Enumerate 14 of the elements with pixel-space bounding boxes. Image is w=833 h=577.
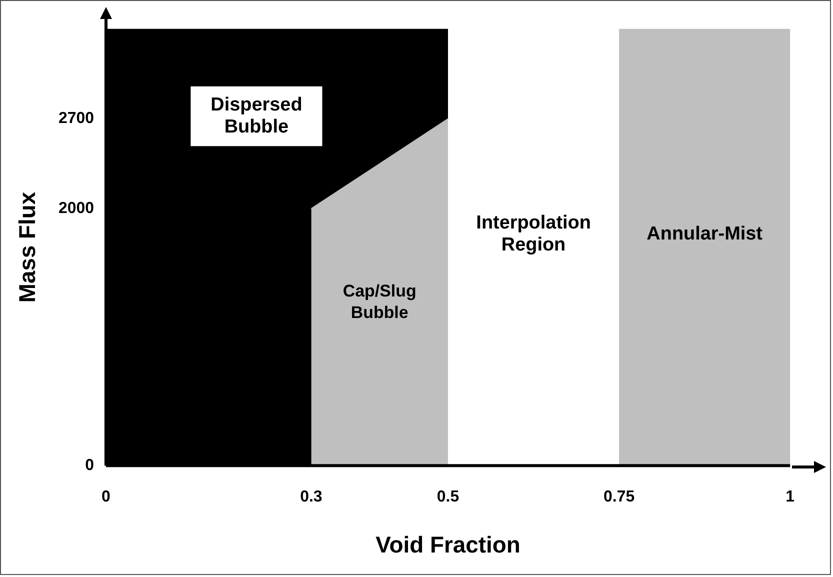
y-axis-title: Mass Flux <box>14 192 40 303</box>
y-tick-label: 2000 <box>58 200 94 218</box>
x-tick-label: 0 <box>102 488 111 506</box>
series-label: Dispersed Bubble <box>210 94 302 138</box>
series-label: Cap/Slug Bubble <box>342 281 416 322</box>
y-tick-label: 2700 <box>58 110 94 128</box>
x-axis-title: Void Fraction <box>376 532 520 558</box>
annotation: Interpolation Region <box>476 212 591 256</box>
x-tick-label: 0.5 <box>436 488 460 506</box>
x-tick-label: 1 <box>786 488 795 506</box>
x-tick-label: 0.3 <box>300 488 322 506</box>
x-tick-label: 0.75 <box>604 488 635 506</box>
band-label: Annular-Mist <box>646 223 764 244</box>
y-tick-label: 0 <box>85 456 94 474</box>
